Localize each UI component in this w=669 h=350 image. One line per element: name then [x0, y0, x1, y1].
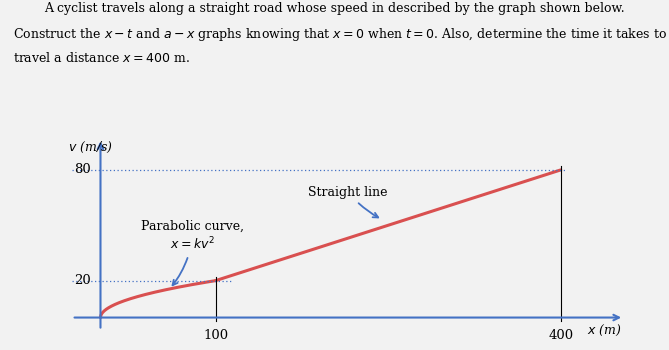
Text: A cyclist travels along a straight road whose speed in described by the graph sh: A cyclist travels along a straight road … — [44, 2, 625, 15]
Text: 100: 100 — [203, 329, 228, 342]
Text: 400: 400 — [548, 329, 573, 342]
Text: $v$ (m/s): $v$ (m/s) — [68, 140, 113, 155]
Text: 20: 20 — [74, 274, 91, 287]
Text: travel a distance $x = 400$ m.: travel a distance $x = 400$ m. — [13, 51, 190, 65]
Text: $x$ (m): $x$ (m) — [587, 323, 622, 338]
Text: Parabolic curve,
$x = kv^2$: Parabolic curve, $x = kv^2$ — [141, 220, 244, 285]
Text: Construct the $x-t$ and $a-x$ graphs knowing that $x = 0$ when $t = 0$. Also, de: Construct the $x-t$ and $a-x$ graphs kno… — [13, 26, 668, 43]
Text: Straight line: Straight line — [308, 186, 387, 217]
Text: 80: 80 — [74, 163, 91, 176]
